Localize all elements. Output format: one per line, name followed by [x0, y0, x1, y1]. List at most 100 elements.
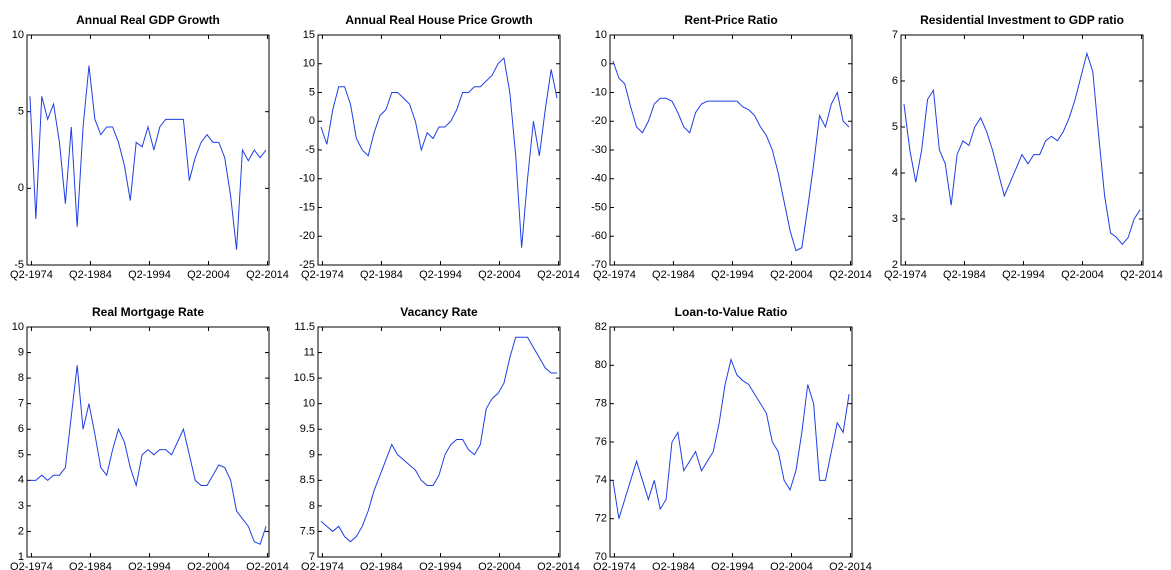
y-tick-label: 6 [18, 423, 24, 435]
x-tick-label: Q2-2004 [770, 561, 813, 570]
y-tick-label: 0 [18, 182, 24, 194]
y-tick-label: 76 [595, 436, 607, 448]
data-line [320, 336, 558, 543]
x-tick-label: Q2-1984 [69, 561, 112, 570]
x-tick-label: Q2-2004 [1061, 269, 1104, 281]
x-tick-label: Q2-1994 [711, 269, 754, 281]
chart-title: Real Mortgage Rate [92, 305, 204, 319]
x-tick-label: Q2-1994 [711, 561, 754, 570]
y-tick-label: 9 [309, 449, 315, 461]
y-tick-label: -15 [299, 201, 315, 213]
x-tick-label: Q2-1974 [884, 269, 927, 281]
x-tick-label: Q2-2014 [537, 269, 580, 281]
plot-frame [26, 34, 270, 266]
y-tick-label: 7 [18, 398, 24, 410]
y-tick-label: -10 [299, 173, 315, 185]
y-tick-label: 5 [18, 449, 24, 461]
y-tick-label: -40 [591, 173, 607, 185]
y-tick-label: -60 [591, 230, 607, 242]
x-tick-label: Q2-1974 [593, 561, 636, 570]
x-tick-label: Q2-1984 [943, 269, 986, 281]
x-tick-label: Q2-2004 [770, 269, 813, 281]
chart-title: Vacancy Rate [400, 305, 478, 319]
x-tick-label: Q2-1994 [128, 269, 171, 281]
y-tick-label: 72 [595, 513, 607, 525]
data-line [29, 65, 267, 250]
y-tick-label: 6 [892, 75, 898, 87]
y-tick-label: 4 [18, 474, 24, 486]
y-tick-label: 7.5 [300, 525, 315, 537]
chart-title: Residential Investment to GDP ratio [920, 13, 1124, 27]
data-line [903, 51, 1141, 246]
y-tick-label: 9.5 [300, 423, 315, 435]
data-line [320, 56, 558, 248]
y-tick-label: -30 [591, 144, 607, 156]
x-tick-label: Q2-1994 [1002, 269, 1045, 281]
x-tick-label: Q2-2004 [187, 269, 230, 281]
x-tick-label: Q2-2014 [246, 269, 289, 281]
chart-title: Annual Real GDP Growth [76, 13, 220, 27]
x-tick-label: Q2-1974 [301, 269, 344, 281]
y-tick-label: -70 [591, 259, 607, 271]
y-tick-label: 10 [303, 58, 315, 70]
x-tick-label: Q2-1974 [301, 561, 344, 570]
y-tick-label: 10 [303, 398, 315, 410]
x-tick-label: Q2-1984 [360, 269, 403, 281]
chart-title: Annual Real House Price Growth [345, 13, 532, 27]
y-tick-label: -25 [299, 259, 315, 271]
chart-title: Loan-to-Value Ratio [675, 305, 788, 319]
y-tick-label: 8.5 [300, 474, 315, 486]
y-tick-label: 15 [303, 29, 315, 41]
x-tick-label: Q2-1984 [69, 269, 112, 281]
x-tick-label: Q2-1974 [10, 561, 53, 570]
x-tick-label: Q2-2014 [537, 561, 580, 570]
x-tick-label: Q2-2014 [1120, 269, 1163, 281]
y-tick-label: 2 [892, 259, 898, 271]
x-tick-label: Q2-1984 [360, 561, 403, 570]
y-tick-label: 11.5 [294, 321, 315, 333]
x-tick-label: Q2-1984 [652, 561, 695, 570]
y-tick-label: 5 [18, 106, 24, 118]
plot-frame [317, 34, 561, 266]
y-tick-label: 3 [18, 500, 24, 512]
y-tick-label: 9 [18, 346, 24, 358]
data-line [612, 357, 850, 519]
y-tick-label: 8 [18, 372, 24, 384]
x-tick-label: Q2-2014 [829, 269, 872, 281]
x-tick-label: Q2-1994 [419, 561, 462, 570]
y-tick-label: 10.5 [294, 372, 315, 384]
y-tick-label: -20 [591, 115, 607, 127]
y-tick-label: -5 [305, 144, 315, 156]
plot-frame [609, 34, 853, 266]
plot-frame [317, 326, 561, 558]
plot-frame [609, 326, 853, 558]
y-tick-label: 7 [309, 551, 315, 563]
y-tick-label: 10 [595, 29, 607, 41]
plot-frame [900, 34, 1144, 266]
y-tick-label: 80 [595, 359, 607, 371]
x-tick-label: Q2-1994 [419, 269, 462, 281]
x-tick-label: Q2-2004 [478, 561, 521, 570]
y-tick-label: 3 [892, 213, 898, 225]
y-tick-label: 78 [595, 398, 607, 410]
y-tick-label: 1 [18, 551, 24, 563]
x-tick-label: Q2-2014 [829, 561, 872, 570]
y-tick-label: 5 [309, 86, 315, 98]
y-tick-label: 2 [18, 525, 24, 537]
y-tick-label: 74 [595, 474, 607, 486]
data-line [29, 365, 267, 545]
y-tick-label: 4 [892, 167, 898, 179]
y-tick-label: -5 [14, 259, 24, 271]
y-tick-label: 7 [892, 29, 898, 41]
chart-title: Rent-Price Ratio [684, 13, 777, 27]
y-tick-label: -10 [591, 86, 607, 98]
y-tick-label: 8 [309, 500, 315, 512]
y-tick-label: -20 [299, 230, 315, 242]
y-tick-label: 5 [892, 121, 898, 133]
y-tick-label: 0 [601, 58, 607, 70]
x-tick-label: Q2-2004 [478, 269, 521, 281]
y-tick-label: 82 [595, 321, 607, 333]
y-tick-label: 10 [12, 321, 24, 333]
y-tick-label: 70 [595, 551, 607, 563]
x-tick-label: Q2-1994 [128, 561, 171, 570]
